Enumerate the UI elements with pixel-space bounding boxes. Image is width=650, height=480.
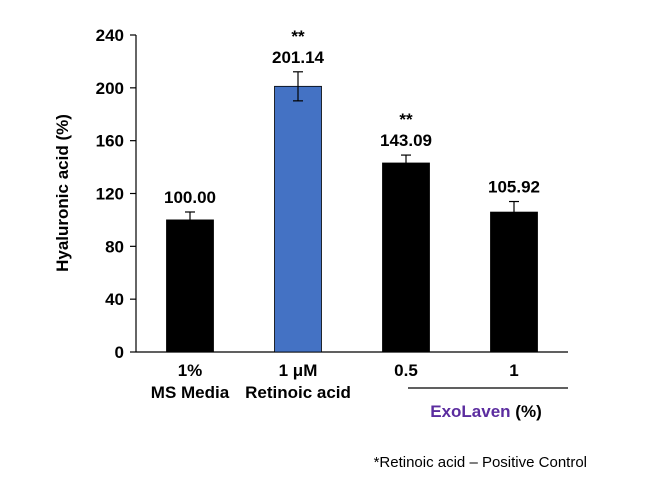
- y-tick-label: 40: [105, 290, 124, 309]
- y-axis-label: Hyaluronic acid (%): [53, 114, 72, 272]
- y-tick-label: 120: [96, 185, 124, 204]
- bar: [382, 162, 430, 353]
- bar: [166, 219, 214, 353]
- footnote: *Retinoic acid – Positive Control: [374, 454, 587, 471]
- y-tick-label: 0: [115, 343, 124, 362]
- x-tick-label: MS Media: [151, 383, 230, 402]
- significance-mark: **: [291, 27, 305, 46]
- y-tick-label: 240: [96, 26, 124, 45]
- group-label-suffix: (%): [511, 402, 542, 421]
- data-label: 201.14: [272, 48, 325, 67]
- x-tick-label: 0.5: [394, 361, 418, 380]
- axes: 0 40 80 120 160 200 240: [96, 26, 568, 389]
- y-tick-label: 200: [96, 79, 124, 98]
- group-label-name: ExoLaven: [430, 402, 510, 421]
- x-tick-label: Retinoic acid: [245, 383, 351, 402]
- bars: [166, 71, 538, 353]
- data-label: 105.92: [488, 178, 540, 197]
- data-label: 100.00: [164, 188, 216, 207]
- x-tick-label: 1 μM: [279, 361, 318, 380]
- data-label: 143.09: [380, 131, 432, 150]
- bar: [274, 85, 322, 353]
- x-tick-label: 1: [509, 361, 518, 380]
- bar: [490, 211, 538, 353]
- y-tick-label: 80: [105, 237, 124, 256]
- y-tick-label: 160: [96, 132, 124, 151]
- labels: 100.00 1% MS Media 201.14 ** 1 μM Retinoic aci…: [151, 27, 540, 402]
- x-tick-label: 1%: [178, 361, 203, 380]
- significance-mark: **: [399, 110, 413, 129]
- group-label: ExoLaven (%): [430, 402, 541, 421]
